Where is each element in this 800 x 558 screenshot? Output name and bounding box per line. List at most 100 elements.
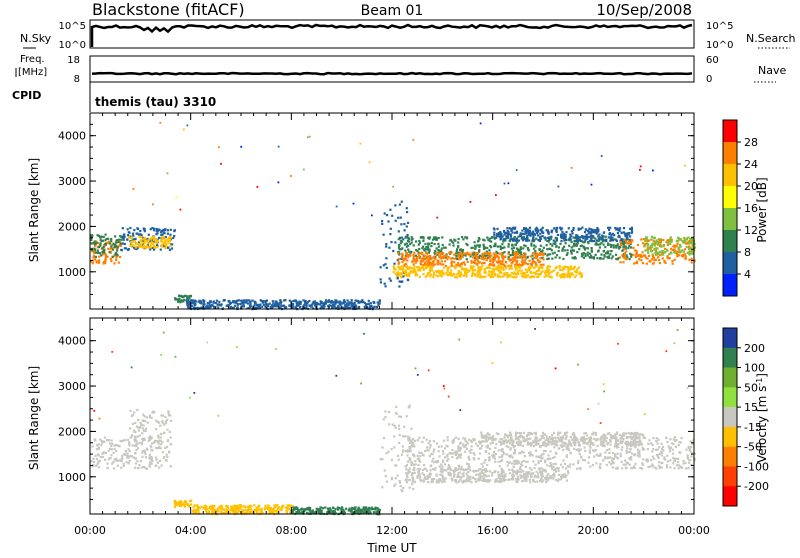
colorbar-segment [723, 274, 737, 296]
heatmap-cell [672, 449, 674, 451]
heatmap-cell [92, 458, 94, 460]
heatmap-cell [672, 453, 674, 455]
heatmap-cell [401, 490, 403, 492]
heatmap-cell [224, 512, 226, 514]
heatmap-cell [549, 253, 551, 255]
heatmap-cell [618, 247, 620, 249]
heatmap-cell [408, 406, 410, 408]
heatmap-cell [158, 447, 160, 449]
heatmap-cell [490, 276, 492, 278]
heatmap-cell [128, 236, 130, 238]
heatmap-cell [385, 246, 387, 248]
heatmap-cell [506, 276, 508, 278]
heatmap-cell [484, 459, 486, 461]
heatmap-cell [440, 250, 442, 252]
heatmap-cell [558, 246, 560, 248]
heatmap-cell [605, 240, 607, 242]
heatmap-cell [155, 428, 157, 430]
heatmap-cell [214, 509, 216, 511]
heatmap-cell [142, 427, 144, 429]
heatmap-cell [433, 256, 435, 258]
heatmap-cell [493, 236, 495, 238]
heatmap-cell [398, 459, 400, 461]
heatmap-cell [408, 241, 410, 243]
heatmap-cell [593, 456, 595, 458]
heatmap-cell [186, 298, 188, 300]
heatmap-cell [566, 454, 568, 456]
heatmap-cell [108, 439, 110, 441]
heatmap-cell [438, 246, 440, 248]
heatmap-cell [470, 481, 472, 483]
heatmap-cell [547, 265, 549, 267]
heatmap-cell [525, 466, 527, 468]
heatmap-cell [573, 227, 575, 229]
heatmap-cell [119, 235, 121, 237]
heatmap-cell [670, 248, 672, 250]
heatmap-cell [94, 249, 96, 251]
heatmap-cell [99, 252, 101, 254]
heatmap-cell [416, 250, 418, 252]
heatmap-cell [339, 301, 341, 303]
heatmap-cell [458, 253, 460, 255]
heatmap-cell [394, 425, 396, 427]
heatmap-cell [595, 254, 597, 256]
heatmap-cell [447, 468, 449, 470]
heatmap-cell [533, 248, 535, 250]
heatmap-cell [109, 242, 111, 244]
heatmap-cell [622, 261, 624, 263]
heatmap-cell [559, 243, 561, 245]
heatmap-cell [488, 257, 490, 259]
heatmap-cell [503, 272, 505, 274]
heatmap-cell [631, 230, 633, 232]
heatmap-cell [486, 470, 488, 472]
heatmap-cell [568, 227, 570, 229]
heatmap-cell [523, 473, 525, 475]
heatmap-cell [169, 249, 171, 251]
heatmap-cell [525, 229, 527, 231]
heatmap-cell [540, 460, 542, 462]
heatmap-cell [159, 122, 161, 124]
heatmap-cell [630, 256, 632, 258]
heatmap-cell [661, 443, 663, 445]
heatmap-cell [510, 235, 512, 237]
heatmap-cell [162, 234, 164, 236]
heatmap-cell [583, 257, 585, 259]
heatmap-cell [539, 236, 541, 238]
heatmap-cell [429, 455, 431, 457]
heatmap-cell [528, 268, 530, 270]
heatmap-cell [458, 238, 460, 240]
heatmap-cell [174, 298, 176, 300]
freq-panel-frame [90, 56, 694, 82]
heatmap-cell [123, 465, 125, 467]
heatmap-cell [127, 439, 129, 441]
heatmap-cell [631, 232, 633, 234]
heatmap-cell [526, 271, 528, 273]
heatmap-cell [92, 262, 94, 264]
heatmap-cell [460, 447, 462, 449]
heatmap-cell [413, 252, 415, 254]
heatmap-cell [671, 241, 673, 243]
heatmap-cell [502, 258, 504, 260]
heatmap-cell [690, 455, 692, 457]
heatmap-cell [287, 505, 289, 507]
heatmap-cell [410, 464, 412, 466]
heatmap-cell [488, 252, 490, 254]
heatmap-cell [623, 248, 625, 250]
heatmap-cell [432, 458, 434, 460]
heatmap-cell [578, 228, 580, 230]
heatmap-cell [451, 265, 453, 267]
heatmap-cell [406, 211, 408, 213]
heatmap-cell [368, 303, 370, 305]
heatmap-cell [639, 454, 641, 456]
power-panel-frame [90, 113, 694, 309]
heatmap-cell [686, 454, 688, 456]
heatmap-cell [690, 450, 692, 452]
heatmap-cell [658, 238, 660, 240]
heatmap-cell [119, 256, 121, 258]
heatmap-cell [393, 271, 395, 273]
heatmap-cell [151, 460, 153, 462]
heatmap-cell [436, 261, 438, 263]
heatmap-cell [658, 457, 660, 459]
heatmap-cell [369, 508, 371, 510]
heatmap-cell [501, 256, 503, 258]
